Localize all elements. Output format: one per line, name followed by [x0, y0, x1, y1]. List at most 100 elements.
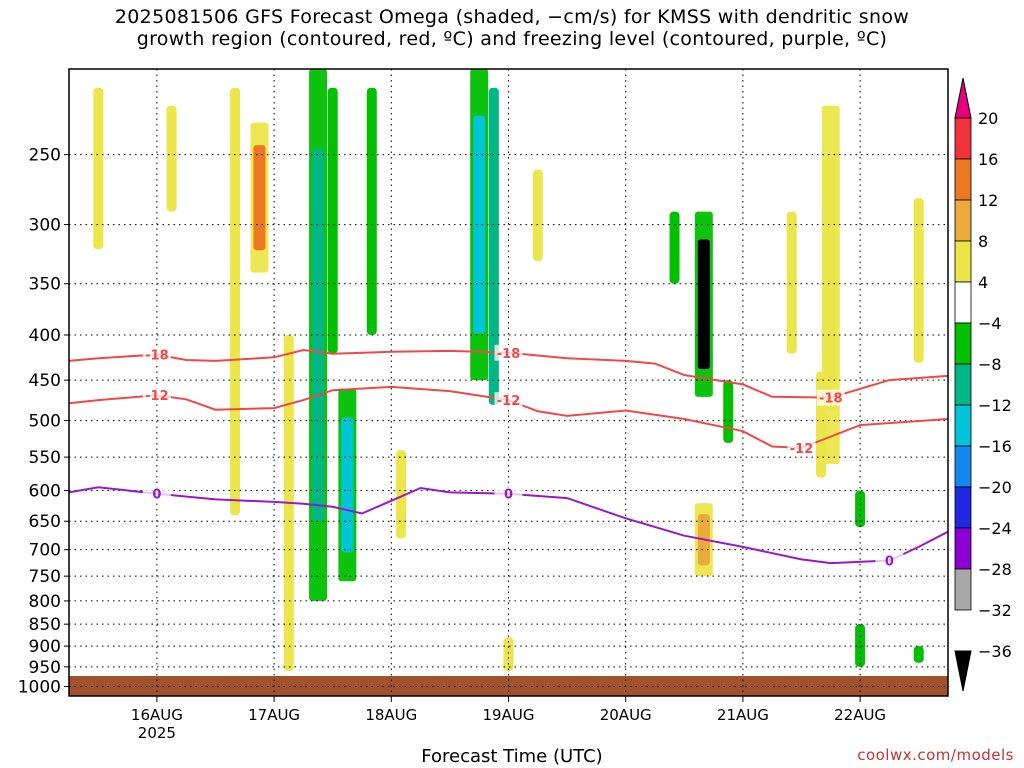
- x-axis-label: Forecast Time (UTC): [421, 746, 603, 767]
- contour-1: [69, 348, 948, 399]
- x-tick-label: 16AUG: [131, 706, 183, 724]
- omega-core: [473, 115, 486, 334]
- y-tick-label: 950: [29, 658, 61, 678]
- colorbar-label: −4: [978, 314, 1002, 333]
- colorbar-label: 12: [978, 191, 998, 210]
- omega-patch: [816, 371, 827, 478]
- omega-patch: [166, 105, 177, 212]
- colorbar-label: −16: [978, 437, 1012, 456]
- y-tick-label: 1000: [18, 678, 61, 698]
- surface-band: [69, 690, 948, 696]
- contour-label-bg: [494, 485, 523, 502]
- contour-label: -12: [497, 394, 521, 409]
- y-tick-label: 900: [29, 637, 61, 657]
- colorbar-band: [954, 117, 972, 160]
- colorbar-label: −36: [978, 642, 1012, 661]
- y-tick-label: 750: [29, 567, 61, 587]
- x-tick-label: 19AUG: [483, 706, 535, 724]
- omega-patch: [786, 211, 797, 354]
- contour-label-bg: [875, 552, 904, 569]
- omega-core: [312, 148, 325, 522]
- contour-2: [69, 385, 948, 450]
- colorbar-band: [954, 527, 972, 570]
- y-tick-label: 850: [29, 615, 61, 635]
- x-tick-label: 18AUG: [365, 706, 417, 724]
- omega-patch: [913, 646, 924, 663]
- y-tick-label: 400: [29, 326, 61, 346]
- colorbar-label: 8: [978, 232, 988, 251]
- x-tick-label: 20AUG: [600, 706, 652, 724]
- contour-label: 0: [504, 488, 513, 503]
- contour-label-bg: [787, 439, 816, 456]
- contour-label-bg: [142, 485, 171, 502]
- colorbar-label: −8: [978, 355, 1002, 374]
- colorbar-band: [954, 486, 972, 529]
- y-tick-label: 500: [29, 412, 61, 432]
- title-line-2: growth region (contoured, red, ºC) and f…: [136, 28, 888, 50]
- omega-shading: [69, 69, 948, 696]
- omega-patch: [230, 87, 241, 516]
- y-tick-label: 450: [29, 371, 61, 391]
- omega-core: [697, 239, 710, 370]
- x-tick-year: 2025: [138, 724, 176, 742]
- gridlines: [69, 69, 948, 696]
- colorbar-band: [954, 445, 972, 488]
- contour-label: -12: [790, 442, 814, 457]
- title-line-1: 2025081506 GFS Forecast Omega (shaded, −…: [114, 6, 910, 28]
- omega-patch: [723, 380, 734, 443]
- omega-patch: [93, 87, 104, 250]
- contour-label: 0: [152, 488, 161, 503]
- colorbar-label: −32: [978, 601, 1012, 620]
- contour-label-bg: [142, 346, 171, 363]
- colorbar-band: [954, 322, 972, 365]
- omega-patch: [855, 624, 866, 667]
- colorbar-label: −12: [978, 396, 1012, 415]
- omega-core: [824, 159, 837, 411]
- colorbar-label: −28: [978, 560, 1012, 579]
- colorbar-bottom-arrow: [954, 650, 972, 692]
- colorbar-band: [954, 568, 972, 611]
- colorbar-label: −20: [978, 478, 1012, 497]
- omega-patch: [396, 450, 407, 539]
- y-axis-ticks: 2503003504004505005506006507007508008509…: [18, 146, 69, 698]
- x-tick-label: 22AUG: [834, 706, 886, 724]
- contour-label: -18: [497, 347, 521, 362]
- colorbar-band: [954, 158, 972, 201]
- colorbar-label: −24: [978, 519, 1012, 538]
- y-tick-label: 350: [29, 275, 61, 295]
- colorbar-band: [954, 404, 972, 447]
- y-tick-label: 700: [29, 541, 61, 561]
- colorbar-top-arrow: [954, 77, 972, 119]
- colorbar-band: [954, 281, 972, 324]
- omega-patch: [913, 198, 924, 363]
- contour-label-bg: [494, 392, 523, 409]
- credit-link[interactable]: coolwx.com/models: [857, 746, 1014, 764]
- omega-patch: [327, 87, 338, 354]
- omega-patch: [366, 87, 377, 335]
- omega-patch: [488, 87, 499, 405]
- colorbar-label: 20: [978, 109, 998, 128]
- omega-patch: [532, 169, 543, 262]
- contour-label: -12: [145, 389, 169, 404]
- contour-label-bg: [816, 389, 845, 406]
- colorbar-band: [954, 240, 972, 283]
- colorbar-band: [954, 199, 972, 242]
- contour-label: -18: [819, 392, 843, 407]
- x-tick-label: 17AUG: [248, 706, 300, 724]
- colorbar-band: [954, 363, 972, 406]
- omega-patch: [855, 490, 866, 528]
- y-tick-label: 300: [29, 216, 61, 236]
- contour-label-bg: [494, 344, 523, 361]
- y-tick-label: 550: [29, 448, 61, 468]
- omega-patch: [503, 637, 514, 671]
- y-tick-label: 250: [29, 146, 61, 166]
- y-tick-label: 800: [29, 592, 61, 612]
- chart-title: 2025081506 GFS Forecast Omega (shaded, −…: [0, 6, 1024, 50]
- omega-core: [341, 417, 354, 553]
- omega-patch: [669, 211, 680, 284]
- colorbar-label: 4: [978, 273, 988, 292]
- contour-lines: -18 -18 -18 -12 -12 -12 0 0 0: [69, 344, 948, 569]
- x-tick-label: 21AUG: [717, 706, 769, 724]
- colorbar: 20 16 12 8 4 −4 −8 −12 −16 −20 −24 −28 −32 −36: [954, 77, 1012, 692]
